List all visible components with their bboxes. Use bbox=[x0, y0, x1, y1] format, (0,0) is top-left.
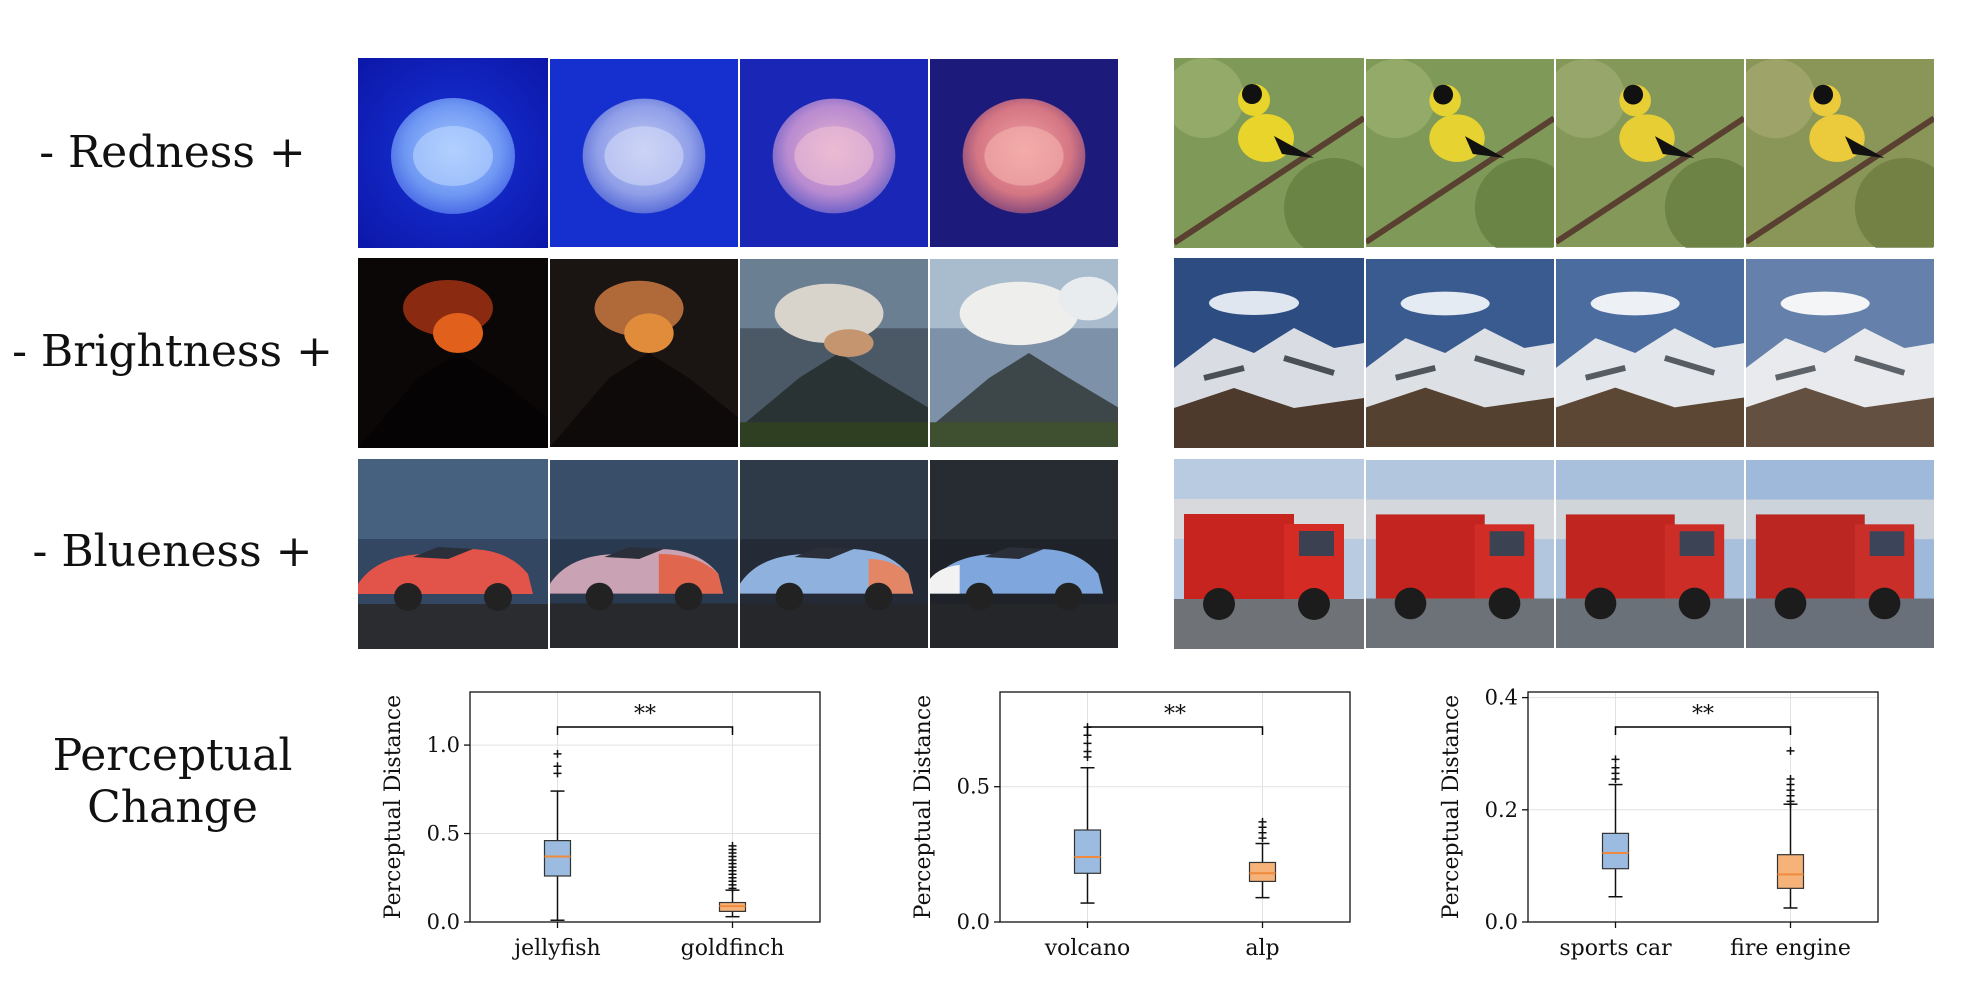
fire-engine-image-2 bbox=[1364, 459, 1554, 649]
sports-car-image-4 bbox=[928, 459, 1118, 649]
alp-image-strip bbox=[1174, 258, 1934, 448]
significance-bracket bbox=[1086, 726, 1264, 735]
row-label-brightness: - Brightness + bbox=[12, 326, 333, 377]
jellyfish-image-3 bbox=[738, 58, 928, 248]
axes-frame bbox=[999, 691, 1351, 923]
perceptual-label-line-1: Perceptual bbox=[52, 730, 293, 781]
y-tick-label-1: 0.5 bbox=[427, 822, 460, 846]
goldfinch-image-strip bbox=[1174, 58, 1934, 248]
box-fire-engine bbox=[1776, 854, 1805, 889]
x-tick-label-0: sports car bbox=[1559, 936, 1672, 961]
x-tick-label-0: jellyfish bbox=[511, 936, 600, 961]
box-jellyfish bbox=[543, 840, 572, 877]
y-tick-label-2: 1.0 bbox=[427, 733, 460, 757]
fire-engine-image-strip bbox=[1174, 459, 1934, 649]
alp-image-2 bbox=[1364, 258, 1554, 448]
significance-label: ** bbox=[1164, 702, 1186, 727]
flier-0-2 bbox=[1083, 739, 1092, 748]
goldfinch-image-4 bbox=[1744, 58, 1934, 248]
flier-0-2 bbox=[553, 749, 562, 758]
box-alp bbox=[1248, 861, 1277, 883]
volcano-image-3 bbox=[738, 258, 928, 448]
alp-image-4 bbox=[1744, 258, 1934, 448]
x-tick-label-1: goldfinch bbox=[681, 936, 785, 961]
significance-label: ** bbox=[634, 702, 656, 727]
y-tick-label-0: 0.0 bbox=[427, 910, 460, 934]
x-tick-label-1: fire engine bbox=[1730, 936, 1851, 961]
box-sports-car bbox=[1601, 832, 1630, 870]
volcano-image-2 bbox=[548, 258, 738, 448]
y-tick-label-0: 0.0 bbox=[957, 910, 990, 934]
flier-1-12 bbox=[728, 841, 737, 850]
jellyfish-image-4 bbox=[928, 58, 1118, 248]
significance-label: ** bbox=[1692, 702, 1714, 727]
fire-engine-image-3 bbox=[1554, 459, 1744, 649]
flier-1-5 bbox=[1786, 774, 1795, 783]
row-label-redness: - Redness + bbox=[39, 127, 306, 178]
x-tick-label-1: alp bbox=[1245, 936, 1279, 961]
flier-0-3 bbox=[1611, 755, 1620, 764]
fire-engine-image-4 bbox=[1744, 459, 1934, 649]
volcano-image-1 bbox=[358, 258, 548, 448]
boxplot-sports-car-fire-engine: ** 0.0 0.2 0.4 sports car fire engine Perceptu… bbox=[1439, 686, 1879, 961]
y-tick-label-2: 0.4 bbox=[1485, 686, 1518, 710]
sports-car-image-1 bbox=[358, 459, 548, 649]
flier-0-1 bbox=[1083, 747, 1092, 756]
y-tick-label-1: 0.5 bbox=[957, 775, 990, 799]
goldfinch-image-3 bbox=[1554, 58, 1744, 248]
flier-0-1 bbox=[553, 762, 562, 771]
y-axis-label: Perceptual Distance bbox=[911, 695, 936, 919]
axes-frame bbox=[1527, 691, 1879, 923]
sports-car-image-3 bbox=[738, 459, 928, 649]
alp-image-3 bbox=[1554, 258, 1744, 448]
y-tick-label-0: 0.0 bbox=[1485, 910, 1518, 934]
y-tick-label-1: 0.2 bbox=[1485, 798, 1518, 822]
volcano-image-strip bbox=[358, 258, 1118, 448]
volcano-image-4 bbox=[928, 258, 1118, 448]
alp-image-1 bbox=[1174, 258, 1364, 448]
flier-0-2 bbox=[1611, 763, 1620, 772]
flier-1-3 bbox=[1258, 817, 1267, 826]
box-volcano bbox=[1073, 829, 1102, 874]
significance-bracket bbox=[1614, 726, 1792, 735]
perceptual-label-line-2: Change bbox=[87, 782, 258, 833]
row-label-perceptual: Perceptual Change bbox=[0, 730, 345, 834]
axes-frame bbox=[469, 691, 821, 923]
significance-bracket bbox=[556, 726, 734, 735]
boxplot-volcano-alp: ** 0.0 0.5 volcano alp Perceptual Distance bbox=[911, 691, 1351, 961]
jellyfish-image-strip bbox=[358, 58, 1118, 248]
sports-car-image-strip bbox=[358, 459, 1118, 649]
fire-engine-image-1 bbox=[1174, 459, 1364, 649]
jellyfish-image-1 bbox=[358, 58, 548, 248]
flier-1-6 bbox=[1786, 746, 1795, 755]
flier-0-0 bbox=[553, 769, 562, 778]
goldfinch-image-1 bbox=[1174, 58, 1364, 248]
boxplot-jellyfish-goldfinch: ** 0.0 0.5 1.0 jellyfish goldfinch Perceptual … bbox=[381, 691, 821, 961]
y-axis-label: Perceptual Distance bbox=[381, 695, 406, 919]
row-label-blueness: - Blueness + bbox=[32, 526, 313, 577]
x-tick-label-0: volcano bbox=[1044, 936, 1131, 961]
y-axis-label: Perceptual Distance bbox=[1439, 695, 1464, 919]
sports-car-image-2 bbox=[548, 459, 738, 649]
jellyfish-image-2 bbox=[548, 58, 738, 248]
goldfinch-image-2 bbox=[1364, 58, 1554, 248]
